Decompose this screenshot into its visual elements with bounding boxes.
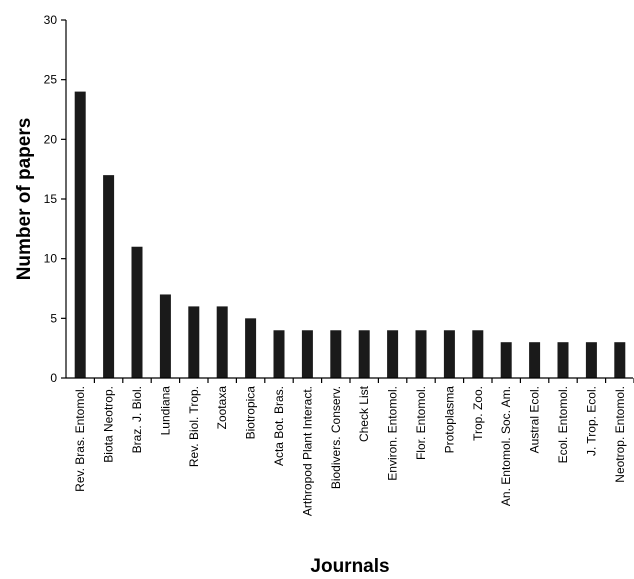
x-category-label: An. Entomol. Soc. Am. bbox=[499, 386, 513, 506]
bar bbox=[245, 318, 256, 378]
x-category-label: Acta Bot. Bras. bbox=[272, 386, 286, 466]
x-axis-title: Journals bbox=[310, 556, 389, 577]
x-category-label: Ecol. Entomol. bbox=[556, 386, 570, 463]
x-category-label: Protoplasma bbox=[442, 386, 456, 454]
bar bbox=[217, 306, 228, 378]
bar bbox=[103, 175, 114, 378]
x-category-label: Neotrop. Entomol. bbox=[613, 386, 627, 483]
y-axis-title: Number of papers bbox=[14, 118, 35, 281]
x-category-label: Environ. Entomol. bbox=[386, 386, 400, 481]
y-tick-label: 30 bbox=[44, 13, 58, 27]
x-category-label: Trop. Zoo. bbox=[471, 386, 485, 441]
bar bbox=[387, 330, 398, 378]
bar bbox=[302, 330, 313, 378]
x-ticks-group: Rev. Bras. Entomol. Biota Neotrop. Braz. J… bbox=[73, 378, 634, 516]
x-category-label: Austral Ecol. bbox=[528, 386, 542, 453]
bar bbox=[501, 342, 512, 378]
x-category-label: Biotropica bbox=[244, 386, 258, 440]
x-category-label: Rev. Bras. Entomol. bbox=[73, 386, 87, 492]
x-category-label: Biodivers. Conserv. bbox=[329, 386, 343, 489]
bar bbox=[558, 342, 569, 378]
bar bbox=[75, 92, 86, 378]
bar bbox=[416, 330, 427, 378]
x-category-label: Biota Neotrop. bbox=[102, 386, 116, 463]
x-category-label: Rev. Biol. Trop. bbox=[187, 386, 201, 467]
bar bbox=[188, 306, 199, 378]
axes-group bbox=[66, 20, 633, 378]
y-tick-label: 5 bbox=[50, 311, 57, 325]
y-tick-label: 15 bbox=[44, 192, 58, 206]
x-category-label: Arthropod Plant Interact. bbox=[300, 386, 314, 516]
bar bbox=[472, 330, 483, 378]
x-category-label: Braz. J. Biol. bbox=[130, 386, 144, 453]
y-tick-label: 25 bbox=[44, 73, 58, 87]
x-category-label: Check List bbox=[357, 385, 371, 442]
bar bbox=[274, 330, 285, 378]
x-category-label: Zootaxa bbox=[215, 386, 229, 430]
x-category-label: Flor. Entomol. bbox=[414, 386, 428, 460]
y-tick-label: 0 bbox=[50, 371, 57, 385]
y-tick-label: 10 bbox=[44, 252, 58, 266]
bar bbox=[586, 342, 597, 378]
bar bbox=[529, 342, 540, 378]
y-ticks-group: 0 5 10 15 20 25 30 bbox=[44, 13, 66, 385]
bar bbox=[160, 294, 171, 378]
bar bbox=[614, 342, 625, 378]
bars-group bbox=[75, 92, 626, 378]
bar bbox=[132, 247, 143, 378]
bar bbox=[359, 330, 370, 378]
x-category-label: Lundiana bbox=[158, 386, 172, 436]
bar bbox=[330, 330, 341, 378]
x-category-label: J. Trop. Ecol. bbox=[584, 386, 598, 456]
y-tick-label: 20 bbox=[44, 132, 58, 146]
bar bbox=[444, 330, 455, 378]
